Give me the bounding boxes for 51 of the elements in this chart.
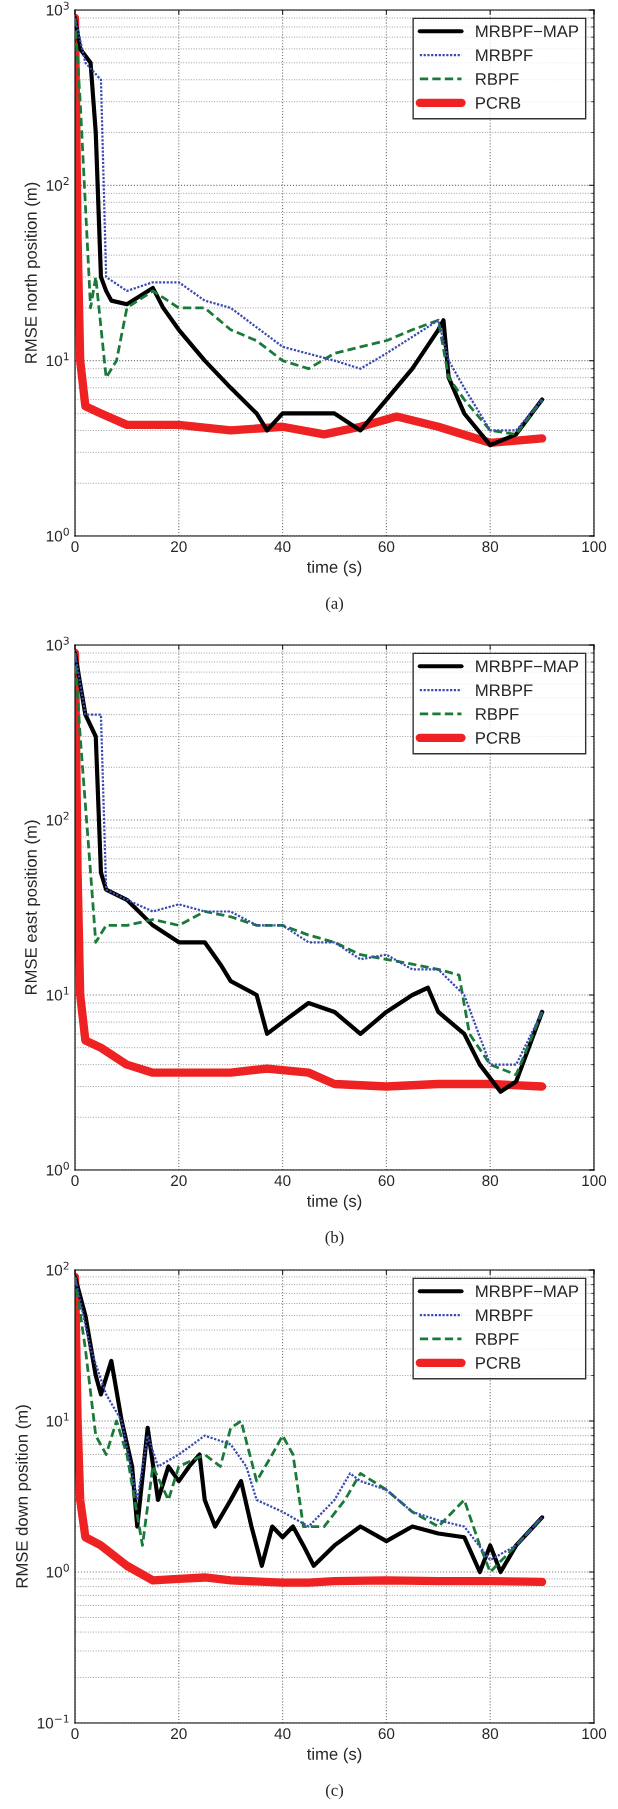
x-tick-label: 60 xyxy=(378,541,395,553)
x-tick-label: 20 xyxy=(171,541,187,553)
y-tick-label: 10$^{3}$ xyxy=(46,1,69,16)
y-tick-label: 10$^{1}$ xyxy=(46,986,69,1001)
legend-label: MRBPF−MAP xyxy=(476,1285,579,1298)
x-tick-label: 0 xyxy=(71,1728,79,1740)
y-tick-label: 10$^{2}$ xyxy=(46,1261,69,1276)
x-tick-label: 40 xyxy=(274,1175,291,1187)
y-tick-label: 10$^{1}$ xyxy=(46,352,69,367)
x-tick-label: 40 xyxy=(274,541,291,553)
x-tick-label: 20 xyxy=(171,1728,187,1740)
legend-label: RBPF xyxy=(476,73,519,85)
x-tick-label: 100 xyxy=(582,1728,607,1740)
legend-label: PCRB xyxy=(476,97,521,109)
x-tick-label: 0 xyxy=(71,541,79,553)
x-tick-label: 100 xyxy=(582,541,607,553)
text: (a) xyxy=(325,597,344,613)
x-axis-title: time (s) xyxy=(306,1747,362,1764)
x-axis-title: time (s) xyxy=(306,560,362,577)
y-tick-label: 10$^{0}$ xyxy=(46,1563,69,1578)
y-axis-title: RMSE east position (m) xyxy=(24,820,41,995)
legend-label: RBPF xyxy=(476,708,519,720)
text: (b) xyxy=(325,1231,344,1247)
y-axis-title: RMSE down position (m) xyxy=(15,1405,32,1588)
legend-label: PCRB xyxy=(476,732,521,744)
legend-label: MRBPF−MAP xyxy=(476,660,579,673)
y-axis-title: RMSE north position (m) xyxy=(24,182,41,363)
x-axis-title: time (s) xyxy=(306,1194,362,1211)
legend-label: RBPF xyxy=(476,1333,519,1345)
legend-label: PCRB xyxy=(476,1357,521,1369)
y-tick-label: 10$^{1}$ xyxy=(46,1412,69,1427)
x-tick-label: 80 xyxy=(482,1175,499,1187)
x-tick-label: 100 xyxy=(582,1175,607,1187)
legend-label: MRBPF−MAP xyxy=(476,25,579,38)
x-tick-label: 0 xyxy=(71,1175,79,1187)
legend-label: MRBPF xyxy=(476,684,533,696)
x-tick-label: 20 xyxy=(171,1175,187,1187)
x-tick-label: 60 xyxy=(378,1728,395,1740)
text: (c) xyxy=(325,1784,344,1800)
x-tick-label: 80 xyxy=(482,1728,499,1740)
x-tick-label: 60 xyxy=(378,1175,395,1187)
legend-label: MRBPF xyxy=(476,49,533,61)
y-tick-label: 10$^{0}$ xyxy=(46,527,69,542)
legend-label: MRBPF xyxy=(476,1309,533,1321)
x-tick-label: 80 xyxy=(482,541,499,553)
y-tick-label: 10$^{2}$ xyxy=(46,176,69,191)
y-tick-label: 10$^{3}$ xyxy=(46,636,69,651)
y-tick-label: 10$^{0}$ xyxy=(46,1161,69,1176)
y-tick-label: 10$^{−1}$ xyxy=(37,1714,69,1729)
x-tick-label: 40 xyxy=(274,1728,291,1740)
y-tick-label: 10$^{2}$ xyxy=(46,811,69,826)
